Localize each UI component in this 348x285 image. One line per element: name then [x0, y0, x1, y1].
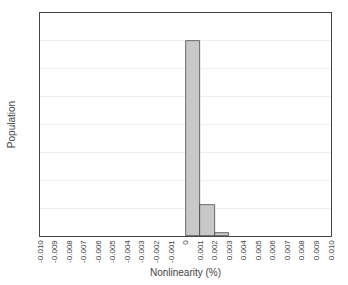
svg-text:-0.002: -0.002	[152, 240, 161, 263]
svg-text:0.001: 0.001	[196, 240, 205, 261]
svg-text:Nonlinearity (%): Nonlinearity (%)	[150, 267, 221, 278]
svg-text:0: 0	[181, 240, 190, 245]
svg-text:0.007: 0.007	[283, 240, 292, 261]
svg-text:0.005: 0.005	[254, 240, 263, 261]
svg-text:-0.004: -0.004	[123, 240, 132, 263]
svg-text:-0.001: -0.001	[167, 240, 176, 263]
svg-text:0.009: 0.009	[312, 240, 321, 261]
svg-text:-0.003: -0.003	[137, 240, 146, 263]
svg-text:0.002: 0.002	[210, 240, 219, 261]
svg-text:0.004: 0.004	[239, 240, 248, 261]
svg-text:-0.010: -0.010	[36, 240, 45, 263]
svg-text:-0.005: -0.005	[108, 240, 117, 263]
svg-text:-0.006: -0.006	[94, 240, 103, 263]
svg-text:Population: Population	[6, 101, 17, 148]
svg-text:-0.008: -0.008	[65, 240, 74, 263]
svg-text:0.010: 0.010	[327, 240, 336, 261]
svg-text:-0.007: -0.007	[79, 240, 88, 263]
svg-text:0.003: 0.003	[225, 240, 234, 261]
svg-text:0.006: 0.006	[268, 240, 277, 261]
svg-text:-0.009: -0.009	[50, 240, 59, 263]
svg-text:0.008: 0.008	[298, 240, 307, 261]
